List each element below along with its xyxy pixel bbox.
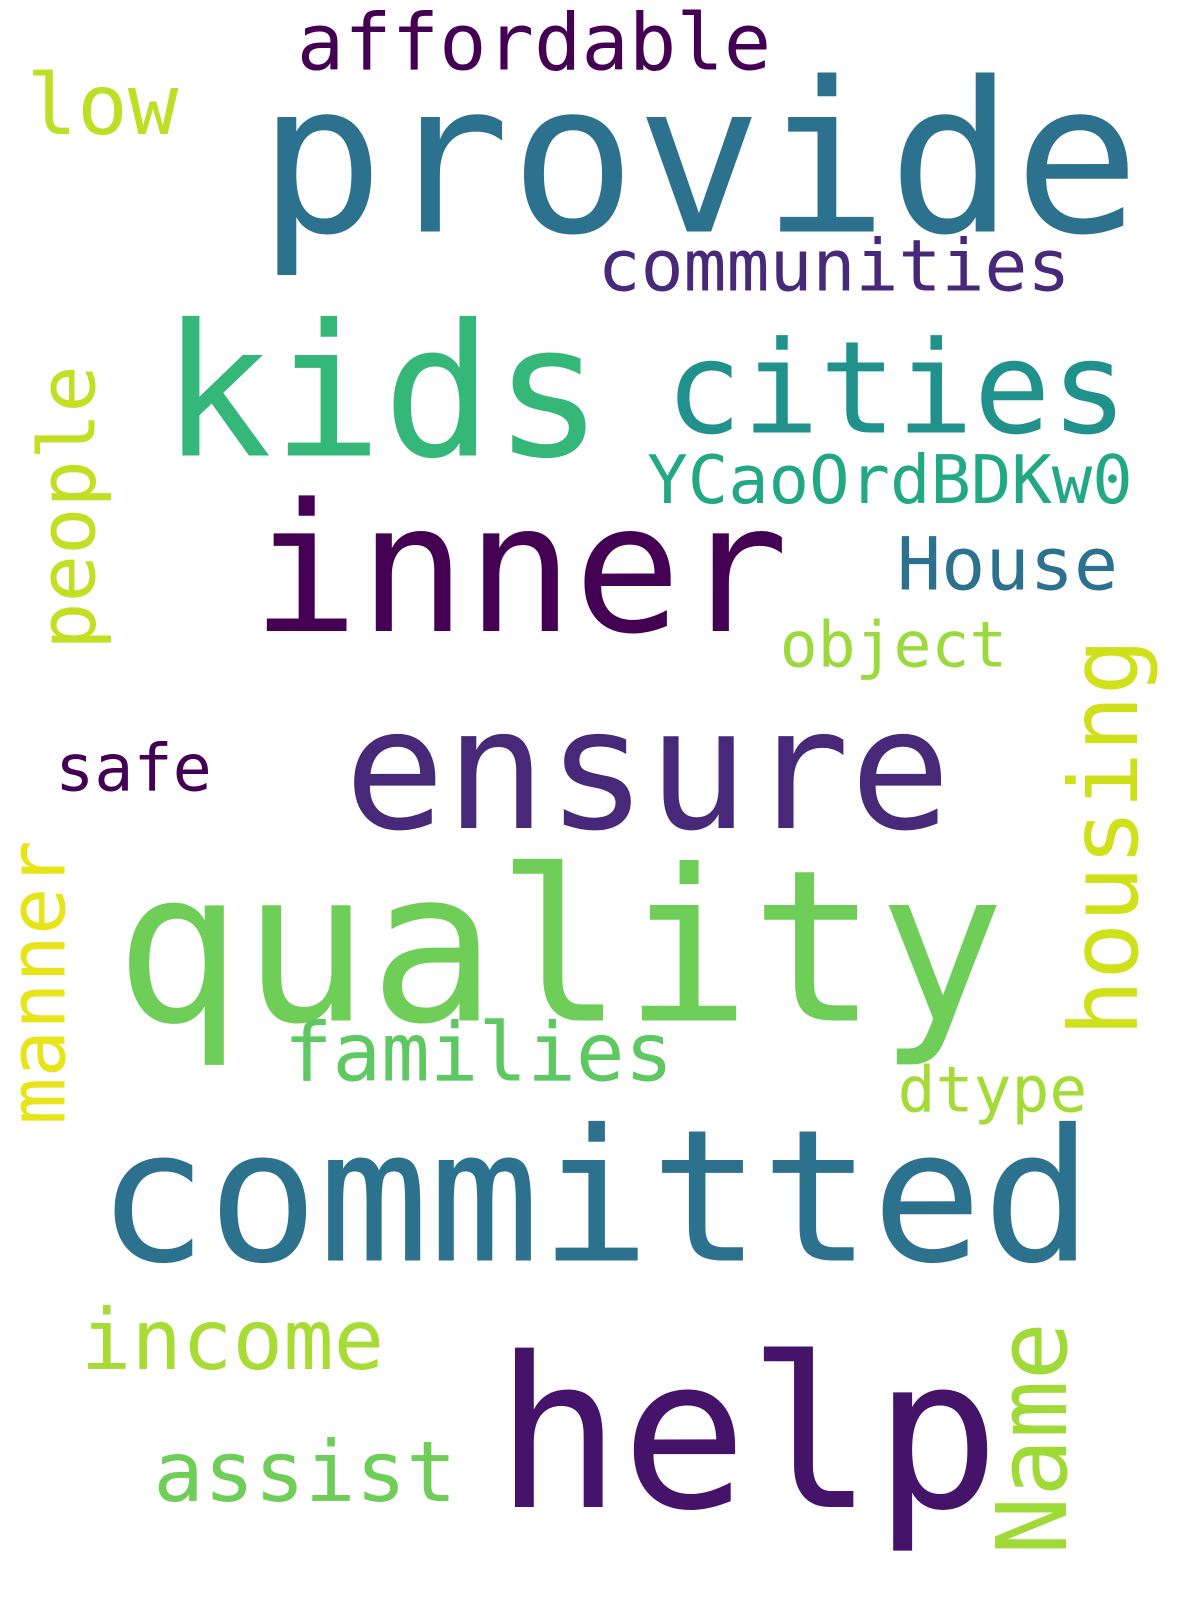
word-kids: kids bbox=[161, 286, 604, 500]
word-people: people bbox=[22, 365, 114, 650]
word-name: Name bbox=[976, 1322, 1089, 1555]
word-ycaoordbdkw0: YCaoOrdBDKw0 bbox=[647, 441, 1132, 519]
word-communities: communities bbox=[598, 225, 1071, 308]
word-affordable: affordable bbox=[297, 0, 771, 89]
word-income: income bbox=[81, 1291, 384, 1389]
word-object: object bbox=[780, 609, 1008, 682]
word-ensure: ensure bbox=[344, 672, 951, 868]
word-families: families bbox=[284, 1007, 674, 1101]
word-manner: manner bbox=[0, 840, 84, 1125]
word-provide: provide bbox=[258, 39, 1140, 282]
word-quality: quality bbox=[115, 825, 1005, 1071]
word-cities: cities bbox=[665, 315, 1128, 464]
word-housing: housing bbox=[1050, 638, 1160, 1036]
word-safe: safe bbox=[55, 732, 212, 807]
word-help: help bbox=[495, 1313, 1000, 1557]
word-dtype: dtype bbox=[898, 1054, 1088, 1127]
word-house: House bbox=[897, 523, 1118, 608]
word-assist: assist bbox=[153, 1423, 456, 1521]
word-committed: committed bbox=[97, 1091, 1093, 1305]
word-inner: inner bbox=[251, 466, 788, 674]
word-low: low bbox=[27, 56, 179, 154]
